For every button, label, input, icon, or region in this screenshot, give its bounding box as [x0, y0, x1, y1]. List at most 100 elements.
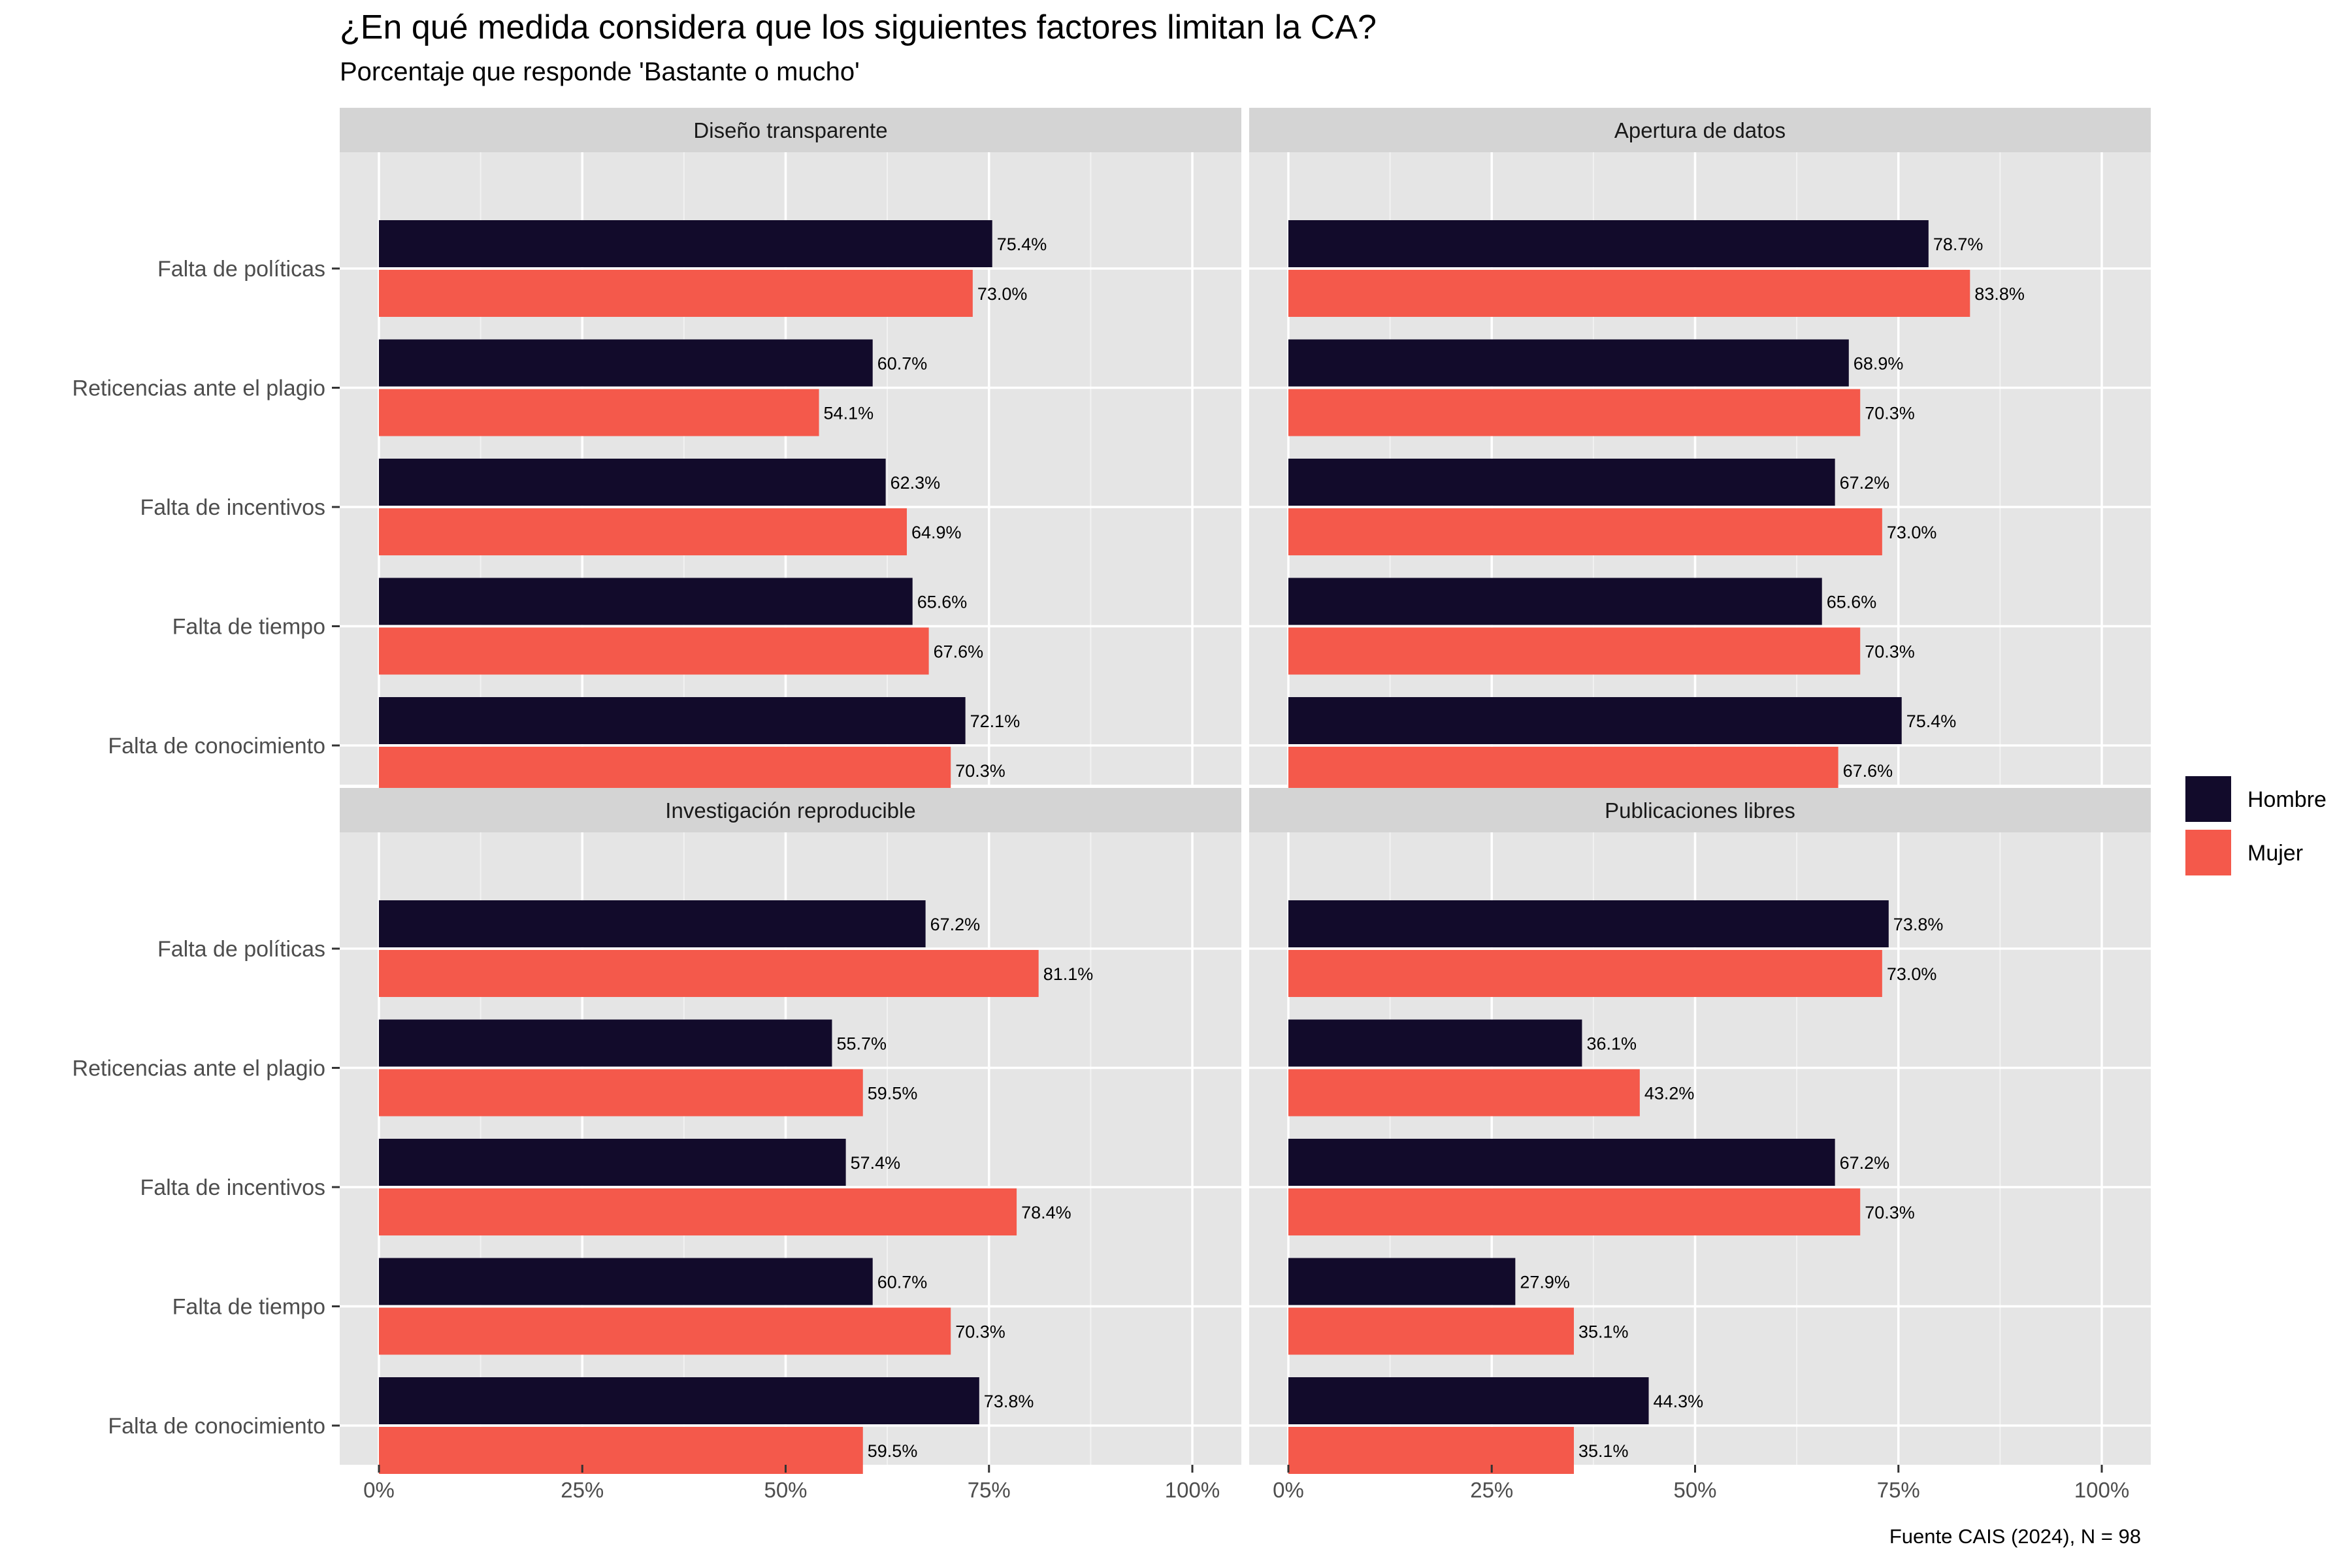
chart-title: ¿En qué medida considera que los siguien… — [340, 8, 1377, 46]
bar-mujer-publicaciones-libres-3 — [1288, 1307, 1574, 1355]
data-label: 57.4% — [851, 1153, 901, 1173]
facet-label-diseno-transparente: Diseño transparente — [693, 118, 887, 142]
x-tick-label: 50% — [1673, 1478, 1716, 1502]
data-label: 70.3% — [1865, 404, 1915, 423]
data-label: 67.2% — [1840, 1153, 1890, 1173]
x-tick-label: 75% — [1877, 1478, 1920, 1502]
y-tick-label: Falta de tiempo — [172, 615, 325, 640]
legend-key-mujer — [2185, 830, 2231, 875]
data-label: 65.6% — [917, 593, 968, 612]
facet-strip — [1249, 788, 2151, 832]
bar-mujer-publicaciones-libres-2 — [1288, 1188, 1861, 1235]
bar-mujer-apertura-de-datos-0 — [1288, 270, 1970, 317]
facet-label-publicaciones-libres: Publicaciones libres — [1605, 798, 1795, 823]
data-label: 67.6% — [934, 642, 984, 662]
data-label: 81.1% — [1043, 964, 1094, 984]
x-tick-label: 0% — [1273, 1478, 1304, 1502]
bar-hombre-publicaciones-libres-3 — [1288, 1258, 1516, 1305]
bar-mujer-diseno-transparente-0 — [379, 270, 973, 317]
x-tick-label: 25% — [561, 1478, 604, 1502]
y-tick-label: Reticencias ante el plagio — [73, 1056, 325, 1081]
y-tick-label: Falta de incentivos — [140, 495, 326, 520]
facet-strip — [340, 108, 1241, 152]
facet-strip — [340, 788, 1241, 832]
bar-hombre-diseno-transparente-4 — [379, 697, 966, 744]
bar-hombre-investigacion-reproducible-0 — [379, 900, 926, 947]
bar-hombre-apertura-de-datos-4 — [1288, 697, 1902, 744]
bar-hombre-publicaciones-libres-1 — [1288, 1019, 1582, 1067]
legend-label-mujer: Mujer — [2247, 841, 2303, 866]
data-label: 83.8% — [1974, 284, 2025, 304]
bar-hombre-investigacion-reproducible-3 — [379, 1258, 873, 1305]
bar-hombre-diseno-transparente-2 — [379, 459, 886, 506]
bar-mujer-apertura-de-datos-4 — [1288, 747, 1838, 794]
bar-mujer-diseno-transparente-2 — [379, 508, 907, 555]
bar-hombre-apertura-de-datos-0 — [1288, 220, 1929, 267]
data-label: 70.3% — [955, 761, 1005, 781]
data-label: 78.7% — [1933, 235, 1984, 254]
data-label: 70.3% — [1865, 642, 1915, 662]
bar-hombre-publicaciones-libres-2 — [1288, 1139, 1835, 1186]
data-label: 60.7% — [877, 1273, 928, 1292]
data-label: 59.5% — [868, 1441, 918, 1461]
data-label: 54.1% — [824, 404, 874, 423]
x-tick-label: 75% — [968, 1478, 1011, 1502]
x-tick-label: 100% — [1165, 1478, 1220, 1502]
x-tick-label: 25% — [1470, 1478, 1513, 1502]
bar-hombre-apertura-de-datos-3 — [1288, 578, 1822, 625]
bar-hombre-diseno-transparente-0 — [379, 220, 992, 267]
bar-mujer-diseno-transparente-3 — [379, 627, 929, 675]
bar-hombre-publicaciones-libres-0 — [1288, 900, 1889, 947]
bar-mujer-investigacion-reproducible-4 — [379, 1427, 863, 1474]
x-tick-label: 0% — [363, 1478, 395, 1502]
facet-label-apertura-de-datos: Apertura de datos — [1614, 118, 1786, 142]
bar-hombre-apertura-de-datos-1 — [1288, 339, 1849, 387]
bar-mujer-investigacion-reproducible-0 — [379, 950, 1039, 997]
bar-mujer-apertura-de-datos-1 — [1288, 389, 1861, 436]
data-label: 27.9% — [1520, 1273, 1570, 1292]
y-tick-label: Reticencias ante el plagio — [73, 376, 325, 401]
data-label: 68.9% — [1854, 354, 1904, 374]
legend-key-hombre — [2185, 776, 2231, 822]
x-tick-label: 100% — [2074, 1478, 2129, 1502]
data-label: 73.8% — [984, 1392, 1034, 1411]
y-tick-label: Falta de tiempo — [172, 1295, 325, 1320]
chart-subtitle: Porcentaje que responde 'Bastante o much… — [340, 57, 860, 86]
data-label: 72.1% — [970, 711, 1021, 731]
chart-caption: Fuente CAIS (2024), N = 98 — [1889, 1525, 2141, 1548]
data-label: 67.6% — [1843, 761, 1893, 781]
data-label: 78.4% — [1021, 1203, 1071, 1222]
data-label: 75.4% — [1906, 711, 1957, 731]
data-label: 73.0% — [1887, 964, 1937, 984]
data-label: 67.2% — [1840, 473, 1890, 493]
bar-mujer-publicaciones-libres-4 — [1288, 1427, 1574, 1474]
y-tick-label: Falta de conocimiento — [108, 734, 325, 759]
data-label: 35.1% — [1578, 1322, 1629, 1342]
data-label: 75.4% — [997, 235, 1047, 254]
bar-hombre-diseno-transparente-1 — [379, 339, 873, 387]
data-label: 70.3% — [955, 1322, 1005, 1342]
facet-strip — [1249, 108, 2151, 152]
data-label: 62.3% — [890, 473, 941, 493]
data-label: 59.5% — [868, 1084, 918, 1103]
bar-mujer-diseno-transparente-1 — [379, 389, 819, 436]
bar-hombre-apertura-de-datos-2 — [1288, 459, 1835, 506]
bar-mujer-investigacion-reproducible-3 — [379, 1307, 951, 1355]
bar-hombre-investigacion-reproducible-2 — [379, 1139, 846, 1186]
bar-hombre-investigacion-reproducible-1 — [379, 1019, 832, 1067]
y-tick-label: Falta de incentivos — [140, 1175, 326, 1200]
bar-mujer-apertura-de-datos-3 — [1288, 627, 1861, 675]
y-tick-label: Falta de políticas — [157, 257, 325, 282]
x-tick-label: 50% — [764, 1478, 807, 1502]
bar-mujer-investigacion-reproducible-2 — [379, 1188, 1017, 1235]
facet-label-investigacion-reproducible: Investigación reproducible — [665, 798, 915, 823]
data-label: 44.3% — [1654, 1392, 1704, 1411]
y-tick-label: Falta de conocimiento — [108, 1414, 325, 1439]
y-tick-label: Falta de políticas — [157, 937, 325, 962]
data-label: 65.6% — [1827, 593, 1877, 612]
bar-hombre-investigacion-reproducible-4 — [379, 1377, 979, 1424]
bar-mujer-publicaciones-libres-0 — [1288, 950, 1882, 997]
legend-label-hombre: Hombre — [2247, 787, 2327, 812]
bar-hombre-publicaciones-libres-4 — [1288, 1377, 1649, 1424]
